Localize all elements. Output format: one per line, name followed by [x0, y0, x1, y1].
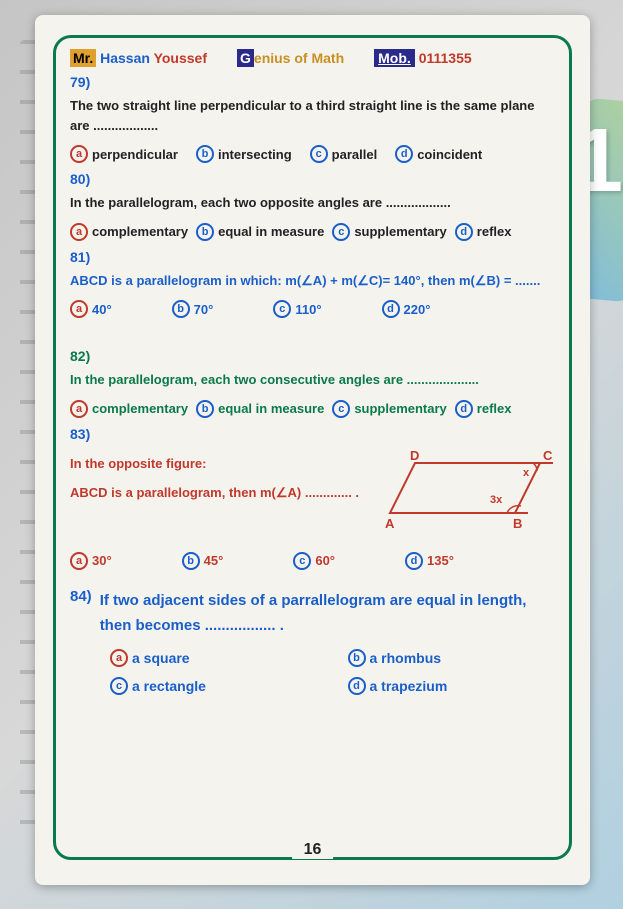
circle-b-icon: b — [196, 400, 214, 418]
circle-c-icon: c — [332, 223, 350, 241]
q84-options: aa square ba rhombus ca rectangle da tra… — [70, 649, 555, 695]
q84-opt-b[interactable]: ba rhombus — [348, 649, 556, 667]
worksheet-page: Mr. Hassan Youssef Genius of Math Mob. 0… — [35, 15, 590, 885]
page-header: Mr. Hassan Youssef Genius of Math Mob. 0… — [70, 50, 555, 66]
circle-d-icon: d — [395, 145, 413, 163]
svg-text:A: A — [385, 516, 395, 531]
teacher-lastname: Youssef — [154, 50, 207, 66]
q81-opt-a[interactable]: a40° — [70, 300, 112, 318]
q81-options: a40° b70° c110° d220° — [70, 300, 555, 318]
q80-opt-b[interactable]: bequal in measure — [196, 223, 324, 241]
q79-number: 79) — [70, 74, 555, 90]
svg-text:C: C — [543, 448, 553, 463]
content-frame: Mr. Hassan Youssef Genius of Math Mob. 0… — [53, 35, 572, 860]
svg-text:x: x — [523, 467, 530, 479]
teacher-firstname: Hassan — [100, 50, 150, 66]
q81-opt-d[interactable]: d220° — [382, 300, 431, 318]
genius-g: G — [237, 49, 254, 67]
q82-number: 82) — [70, 348, 555, 364]
circle-c-icon: c — [332, 400, 350, 418]
q83-opt-c[interactable]: c60° — [293, 552, 335, 570]
mr-label: Mr. — [70, 49, 96, 67]
circle-c-icon: c — [110, 677, 128, 695]
q83-options: a30° b45° c60° d135° — [70, 552, 555, 570]
circle-a-icon: a — [110, 649, 128, 667]
q80-opt-a[interactable]: acomplementary — [70, 223, 188, 241]
q79-opt-b[interactable]: bintersecting — [196, 145, 292, 163]
circle-d-icon: d — [382, 300, 400, 318]
mob-label: Mob. — [374, 49, 415, 67]
circle-d-icon: d — [348, 677, 366, 695]
q81-text: ABCD is a parallelogram in which: m(∠A) … — [70, 271, 555, 291]
circle-a-icon: a — [70, 223, 88, 241]
page-number: 16 — [292, 841, 334, 859]
q84-text: If two adjacent sides of a parrallelogra… — [100, 588, 555, 639]
mob-number: 0111355 — [419, 50, 472, 66]
q80-opt-c[interactable]: csupplementary — [332, 223, 446, 241]
circle-c-icon: c — [310, 145, 328, 163]
circle-a-icon: a — [70, 145, 88, 163]
q83-row: In the opposite figure: ABCD is a parall… — [70, 448, 555, 538]
q83-number: 83) — [70, 426, 555, 442]
circle-b-icon: b — [196, 145, 214, 163]
q83-opt-a[interactable]: a30° — [70, 552, 112, 570]
parallelogram-figure: D C A B x 3x — [385, 448, 555, 538]
q79-opt-a[interactable]: aperpendicular — [70, 145, 178, 163]
q84-number: 84) — [70, 588, 92, 605]
q80-text: In the parallelogram, each two opposite … — [70, 193, 555, 213]
q83-line1: In the opposite figure: — [70, 454, 375, 474]
svg-text:3x: 3x — [490, 494, 503, 506]
q82-opt-b[interactable]: bequal in measure — [196, 400, 324, 418]
q82-opt-a[interactable]: acomplementary — [70, 400, 188, 418]
q82-options: acomplementary bequal in measure csupple… — [70, 400, 555, 418]
circle-a-icon: a — [70, 552, 88, 570]
q84-opt-c[interactable]: ca rectangle — [110, 677, 318, 695]
q84-opt-d[interactable]: da trapezium — [348, 677, 556, 695]
q80-opt-d[interactable]: dreflex — [455, 223, 512, 241]
q82-opt-d[interactable]: dreflex — [455, 400, 512, 418]
q82-text: In the parallelogram, each two consecuti… — [70, 370, 555, 390]
q80-number: 80) — [70, 171, 555, 187]
genius-text: enius of Math — [254, 50, 344, 66]
circle-b-icon: b — [196, 223, 214, 241]
svg-text:D: D — [410, 448, 419, 463]
circle-d-icon: d — [405, 552, 423, 570]
q79-text: The two straight line perpendicular to a… — [70, 96, 555, 135]
q79-opt-c[interactable]: cparallel — [310, 145, 378, 163]
q84-opt-a[interactable]: aa square — [110, 649, 318, 667]
q82-opt-c[interactable]: csupplementary — [332, 400, 446, 418]
circle-b-icon: b — [172, 300, 190, 318]
q81-opt-c[interactable]: c110° — [273, 300, 321, 318]
q81-number: 81) — [70, 249, 555, 265]
circle-a-icon: a — [70, 400, 88, 418]
svg-text:B: B — [513, 516, 522, 531]
circle-a-icon: a — [70, 300, 88, 318]
q83-opt-d[interactable]: d135° — [405, 552, 454, 570]
q81-opt-b[interactable]: b70° — [172, 300, 214, 318]
circle-d-icon: d — [455, 400, 473, 418]
q83-line2: ABCD is a parallelogram, then m(∠A) ....… — [70, 483, 375, 503]
q79-opt-d[interactable]: dcoincident — [395, 145, 482, 163]
circle-c-icon: c — [293, 552, 311, 570]
q83-opt-b[interactable]: b45° — [182, 552, 224, 570]
circle-c-icon: c — [273, 300, 291, 318]
q79-options: aperpendicular bintersecting cparallel d… — [70, 145, 555, 163]
circle-b-icon: b — [348, 649, 366, 667]
q80-options: acomplementary bequal in measure csupple… — [70, 223, 555, 241]
circle-d-icon: d — [455, 223, 473, 241]
circle-b-icon: b — [182, 552, 200, 570]
